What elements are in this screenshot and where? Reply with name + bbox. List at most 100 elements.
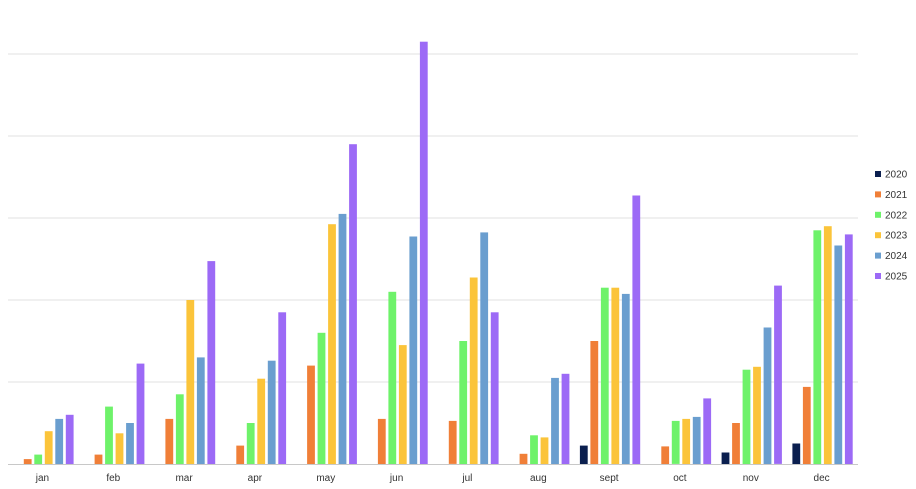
bar-2021-jun bbox=[377, 418, 386, 464]
legend-label: 2020 bbox=[885, 170, 908, 181]
legend-item-2021[interactable]: 2021 bbox=[875, 190, 908, 201]
bar-2024-aug bbox=[551, 377, 559, 464]
bar-group-dec bbox=[792, 226, 853, 464]
bar-2022-feb bbox=[105, 406, 113, 464]
bar-2024-mar bbox=[196, 357, 205, 464]
bar-2022-oct bbox=[671, 420, 680, 464]
bar-2022-nov bbox=[742, 369, 751, 464]
bar-2024-may bbox=[338, 213, 347, 464]
bar-2021-jul bbox=[448, 420, 457, 464]
x-tick-label: jun bbox=[389, 473, 403, 484]
legend-label: 2022 bbox=[885, 210, 908, 221]
bar-2020-dec bbox=[792, 443, 801, 464]
x-tick-label: jul bbox=[461, 473, 472, 484]
bar-2025-oct bbox=[703, 398, 712, 464]
x-tick-label: feb bbox=[106, 473, 120, 484]
legend-swatch bbox=[875, 232, 881, 239]
bar-2022-mar bbox=[175, 394, 184, 464]
bar-2021-may bbox=[307, 365, 315, 464]
bar-2025-dec bbox=[844, 234, 853, 464]
bar-2021-feb bbox=[94, 454, 103, 464]
bar-2024-jan bbox=[55, 418, 64, 464]
legend-item-2023[interactable]: 2023 bbox=[875, 231, 908, 242]
bar-2025-feb bbox=[136, 363, 145, 464]
bar-2024-jul bbox=[480, 232, 489, 464]
bar-2024-jun bbox=[409, 236, 418, 464]
bar-2023-nov bbox=[753, 366, 761, 464]
bar-group-feb bbox=[94, 363, 145, 464]
legend-item-2022[interactable]: 2022 bbox=[875, 210, 908, 221]
bar-2022-jan bbox=[34, 454, 43, 464]
bar-2025-nov bbox=[774, 285, 782, 464]
bars bbox=[23, 41, 853, 465]
bar-2023-apr bbox=[257, 378, 266, 464]
bar-group-jun bbox=[377, 41, 428, 464]
bar-group-jan bbox=[23, 414, 74, 464]
x-tick-label: apr bbox=[248, 473, 263, 484]
legend-label: 2023 bbox=[885, 231, 908, 242]
bar-group-oct bbox=[661, 398, 712, 464]
bar-2024-oct bbox=[692, 416, 701, 464]
bar-2021-dec bbox=[802, 386, 811, 464]
x-tick-label: dec bbox=[814, 473, 830, 484]
bar-2023-aug bbox=[540, 437, 549, 464]
bar-2024-feb bbox=[126, 423, 134, 464]
bar-group-may bbox=[307, 144, 357, 464]
bar-2021-jan bbox=[23, 459, 32, 464]
bar-group-mar bbox=[165, 261, 216, 464]
x-tick-label: sept bbox=[600, 473, 619, 484]
bar-2023-oct bbox=[682, 418, 691, 464]
bar-group-nov bbox=[721, 285, 782, 464]
bar-2021-nov bbox=[732, 423, 740, 464]
bar-2025-jul bbox=[490, 312, 499, 464]
bar-2023-jun bbox=[398, 345, 407, 464]
bar-group-aug bbox=[519, 373, 570, 465]
bar-2021-apr bbox=[236, 445, 245, 464]
bar-2022-sept bbox=[600, 287, 609, 464]
bar-2023-jul bbox=[469, 277, 478, 464]
x-tick-label: nov bbox=[743, 473, 759, 484]
legend-swatch bbox=[875, 211, 881, 218]
bar-2022-may bbox=[317, 332, 326, 464]
bar-2025-jun bbox=[419, 41, 428, 464]
bar-2022-jul bbox=[459, 341, 468, 464]
bar-2023-may bbox=[328, 224, 336, 464]
bar-group-apr bbox=[236, 312, 287, 464]
x-axis: jan feb mar apr may jun jul aug sept oct nov dec bbox=[35, 473, 830, 484]
legend-label: 2021 bbox=[885, 190, 908, 201]
bar-2021-mar bbox=[165, 418, 174, 464]
legend-swatch bbox=[875, 273, 881, 279]
x-tick-label: aug bbox=[530, 473, 547, 484]
grid-lines bbox=[8, 53, 858, 465]
legend: 2020 2021 2022 2023 2024 2025 bbox=[875, 170, 908, 283]
legend-item-2020[interactable]: 2020 bbox=[875, 170, 908, 181]
bar-2023-jan bbox=[44, 431, 53, 464]
bar-2024-dec bbox=[834, 245, 843, 464]
bar-2024-apr bbox=[267, 360, 276, 464]
bar-2025-jan bbox=[65, 414, 74, 464]
legend-swatch bbox=[875, 252, 881, 259]
bar-2022-dec bbox=[813, 230, 822, 464]
legend-item-2025[interactable]: 2025 bbox=[875, 272, 908, 283]
bar-group-sept bbox=[579, 195, 641, 464]
bar-2021-sept bbox=[590, 341, 599, 464]
bar-2020-sept bbox=[579, 445, 588, 464]
bar-2022-aug bbox=[530, 435, 538, 464]
bar-2020-nov bbox=[721, 452, 730, 464]
bar-2021-oct bbox=[661, 446, 670, 464]
legend-label: 2024 bbox=[885, 251, 908, 262]
bar-2021-aug bbox=[519, 453, 528, 465]
bar-2023-dec bbox=[823, 226, 832, 464]
bar-2025-mar bbox=[207, 261, 216, 464]
legend-label: 2025 bbox=[885, 272, 908, 283]
legend-item-2024[interactable]: 2024 bbox=[875, 251, 908, 262]
bar-2023-feb bbox=[115, 433, 124, 464]
bar-2024-sept bbox=[621, 293, 630, 464]
x-tick-label: jan bbox=[35, 473, 49, 484]
legend-swatch bbox=[875, 191, 881, 198]
bar-2025-aug bbox=[561, 373, 570, 464]
bar-2022-jun bbox=[388, 291, 397, 464]
bar-2025-apr bbox=[278, 312, 287, 464]
